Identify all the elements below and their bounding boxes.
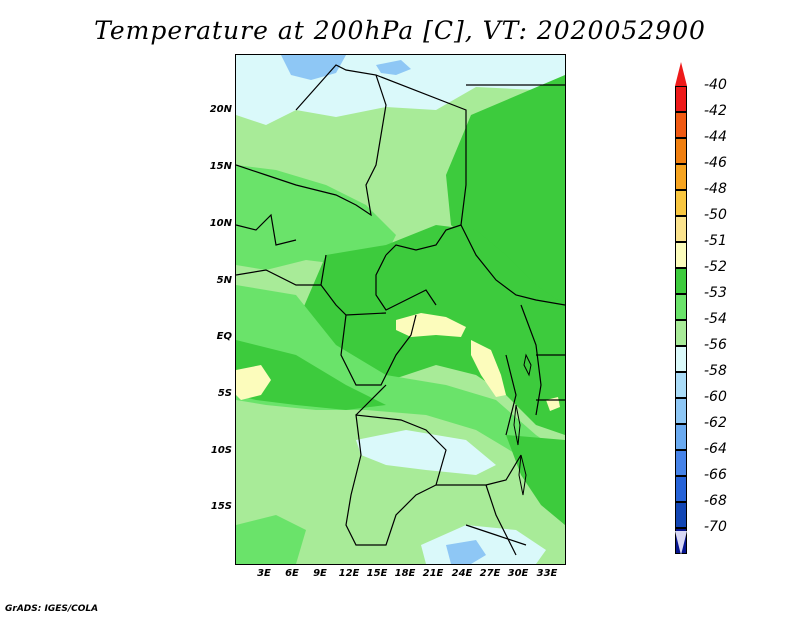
colorbar-box: [675, 138, 687, 164]
colorbar-label: -62: [704, 415, 727, 431]
colorbar-label: -56: [704, 337, 727, 353]
y-tick-10s: 10S: [210, 445, 232, 456]
y-tick-10n: 10N: [209, 218, 232, 229]
moderate-region-southwest-corner: [236, 515, 306, 564]
colorbar-label: -54: [704, 311, 727, 327]
colorbar-label: -51: [704, 233, 727, 249]
y-tick-5n: 5N: [216, 275, 232, 286]
colorbar-box: [675, 372, 687, 398]
very-cold-patch-north-1: [281, 55, 346, 80]
colorbar-label: -60: [704, 389, 727, 405]
colorbar-label: -48: [704, 181, 727, 197]
y-tick-15s: 15S: [210, 501, 232, 512]
moderate-region-southwest: [236, 285, 565, 485]
x-tick-9e: 9E: [313, 568, 327, 579]
credit-text: GrADS: IGES/COLA: [5, 604, 99, 614]
lakes: [513, 353, 532, 496]
warmest-patch-west: [236, 365, 271, 400]
country-borders: [236, 64, 565, 556]
colorbar-label: -70: [704, 519, 727, 535]
x-tick-21e: 21E: [422, 568, 444, 579]
colorbar-bottom-triangle: [675, 531, 687, 555]
colorbar-box: [675, 268, 687, 294]
colorbar-label: -40: [704, 77, 727, 93]
colorbar-label: -68: [704, 493, 727, 509]
warmest-patch-east: [471, 340, 506, 397]
x-tick-18e: 18E: [394, 568, 416, 579]
colorbar-label: -46: [704, 155, 727, 171]
colorbar-box: [675, 450, 687, 476]
x-tick-24e: 24E: [451, 568, 473, 579]
colorbar-label: -50: [704, 207, 727, 223]
x-tick-3e: 3E: [257, 568, 271, 579]
colorbar-box: [675, 86, 687, 112]
colorbar-label: -44: [704, 129, 727, 145]
colorbar-box: [675, 216, 687, 242]
colorbar-box: [675, 476, 687, 502]
temperature-map: [236, 55, 565, 564]
colorbar-top-triangle: [675, 62, 687, 86]
cold-region-south: [356, 430, 496, 475]
colorbar-box: [675, 242, 687, 268]
map-panel: [235, 54, 566, 565]
colorbar-box: [675, 164, 687, 190]
x-tick-27e: 27E: [479, 568, 501, 579]
y-tick-15n: 15N: [209, 161, 232, 172]
colorbar-label: -64: [704, 441, 727, 457]
colorbar-label: -53: [704, 285, 727, 301]
y-tick-20n: 20N: [209, 104, 232, 115]
colorbar-box: [675, 112, 687, 138]
colorbar-box: [675, 320, 687, 346]
colorbar-box: [675, 190, 687, 216]
x-tick-33e: 33E: [536, 568, 558, 579]
warmest-patch-central: [396, 313, 466, 337]
very-cold-patch-north-2: [376, 60, 411, 75]
colorbar-box: [675, 424, 687, 450]
colorbar-box: [675, 294, 687, 320]
colorbar-box: [675, 398, 687, 424]
warm-region-southwest: [236, 340, 386, 410]
very-cold-patch-southeast: [446, 540, 486, 564]
x-tick-15e: 15E: [366, 568, 388, 579]
y-tick-5s: 5S: [217, 388, 232, 399]
x-tick-12e: 12E: [338, 568, 360, 579]
colorbar-box: [675, 346, 687, 372]
colorbar-box: [675, 502, 687, 528]
map-title: Temperature at 200hPa [C], VT: 202005290…: [94, 16, 706, 45]
colorbar-label: -42: [704, 103, 727, 119]
x-tick-30e: 30E: [507, 568, 529, 579]
colorbar-label: -58: [704, 363, 727, 379]
y-tick-eq: EQ: [216, 331, 232, 342]
colorbar-label: -66: [704, 467, 727, 483]
colorbar-label: -52: [704, 259, 727, 275]
x-tick-6e: 6E: [285, 568, 299, 579]
